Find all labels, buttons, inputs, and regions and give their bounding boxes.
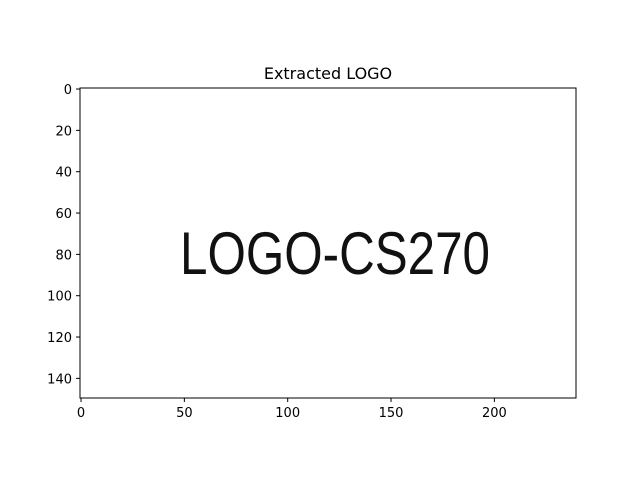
y-tick-label: 60 [55,207,72,222]
y-tick-label: 100 [47,290,72,305]
x-tick-label: 100 [275,406,300,421]
y-tick-label: 120 [47,331,72,346]
y-tick-label: 80 [55,248,72,263]
y-tick-label: 0 [64,83,72,98]
x-tick-label: 0 [77,406,85,421]
y-tick-label: 20 [55,124,72,139]
image-area [80,88,576,398]
axes-frame [79,87,577,399]
x-tick-label: 150 [379,406,404,421]
axes: LOGO-CS270 0 50 100 150 200 0 20 40 60 80 100 120 1… [47,83,577,421]
y-axis: 0 20 40 60 80 100 120 140 [47,83,80,387]
plot-title: Extracted LOGO [264,64,392,83]
y-tick-label: 140 [47,372,72,387]
x-axis: 0 50 100 150 200 [77,398,507,421]
y-tick-label: 40 [55,166,72,181]
logo-text: LOGO-CS270 [180,220,490,287]
x-tick-label: 50 [176,406,193,421]
x-tick-label: 200 [482,406,507,421]
